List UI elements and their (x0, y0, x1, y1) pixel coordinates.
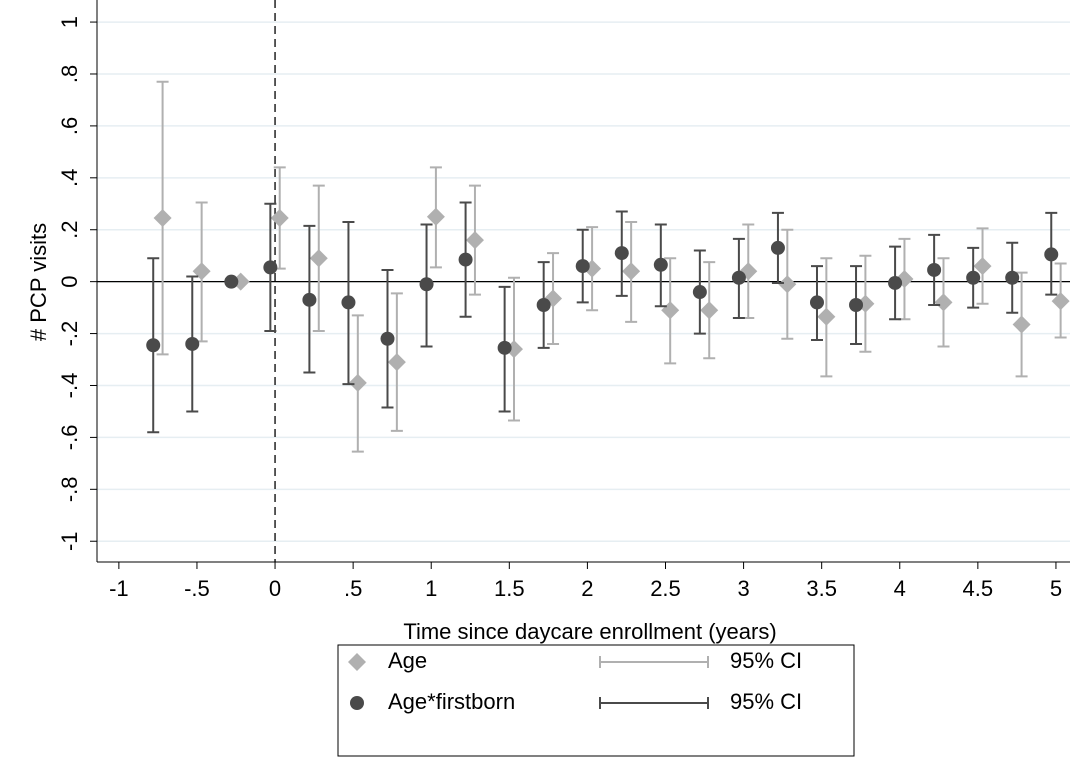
legend-ci-label: 95% CI (730, 648, 802, 673)
point (146, 338, 161, 353)
point (653, 257, 668, 272)
x-tick-label: -.5 (184, 576, 210, 601)
point (224, 274, 239, 289)
point (849, 298, 864, 313)
point (387, 353, 406, 372)
x-axis-title: Time since daycare enrollment (years) (403, 619, 776, 644)
x-tick-label: 2 (581, 576, 593, 601)
x-tick-label: 4 (894, 576, 906, 601)
point (1005, 270, 1020, 285)
point (302, 292, 317, 307)
point (192, 262, 211, 281)
point (973, 257, 992, 276)
point (770, 240, 785, 255)
point (1012, 315, 1031, 334)
x-tick-label: 3 (737, 576, 749, 601)
legend-ci-label: 95% CI (730, 689, 802, 714)
legend-marker (348, 653, 366, 671)
point (309, 249, 328, 268)
y-axis-title: # PCP visits (26, 223, 51, 341)
y-tick-label: .6 (57, 117, 82, 135)
legend-ci-line (599, 697, 709, 709)
x-tick-label: 4.5 (963, 576, 994, 601)
x-tick-label: 3.5 (806, 576, 837, 601)
point (426, 207, 445, 226)
legend-box (337, 644, 855, 757)
point (809, 295, 824, 310)
y-tick-label: .4 (57, 169, 82, 187)
point (575, 259, 590, 274)
point (380, 331, 395, 346)
x-tick-label: 1 (425, 576, 437, 601)
point (934, 293, 953, 312)
y-tick-label: 0 (57, 276, 82, 288)
legend-ci-line (599, 656, 709, 668)
y-tick-label: -.8 (57, 476, 82, 502)
point (817, 307, 836, 326)
point (661, 301, 680, 320)
x-tick-label: .5 (344, 576, 362, 601)
point (263, 260, 278, 275)
point (185, 336, 200, 351)
point (731, 270, 746, 285)
point (622, 262, 641, 281)
x-tick-label: 1.5 (494, 576, 525, 601)
point (465, 231, 484, 250)
point (888, 275, 903, 290)
point (700, 301, 719, 320)
point (497, 340, 512, 355)
y-tick-label: -.4 (57, 373, 82, 399)
point (270, 209, 289, 228)
point (348, 373, 367, 392)
x-tick-label: 5 (1050, 576, 1062, 601)
y-tick-label: -.6 (57, 425, 82, 451)
point (927, 262, 942, 277)
legend-label: Age*firstborn (388, 689, 515, 714)
x-tick-label: 0 (269, 576, 281, 601)
point (1044, 247, 1059, 262)
y-tick-label: .8 (57, 65, 82, 83)
x-tick-label: 2.5 (650, 576, 681, 601)
point (1051, 292, 1070, 311)
point (692, 285, 707, 300)
y-tick-label: -.2 (57, 321, 82, 347)
point (614, 246, 629, 261)
point (778, 275, 797, 294)
legend-marker (350, 696, 364, 710)
point (419, 277, 434, 292)
y-tick-label: -1 (57, 531, 82, 551)
x-tick-label: -1 (109, 576, 129, 601)
y-tick-label: 1 (57, 16, 82, 28)
point (458, 252, 473, 267)
y-tick-label: .2 (57, 221, 82, 239)
point (966, 270, 981, 285)
point (341, 295, 356, 310)
point (153, 209, 172, 228)
legend-label: Age (388, 648, 427, 673)
point (536, 298, 551, 313)
